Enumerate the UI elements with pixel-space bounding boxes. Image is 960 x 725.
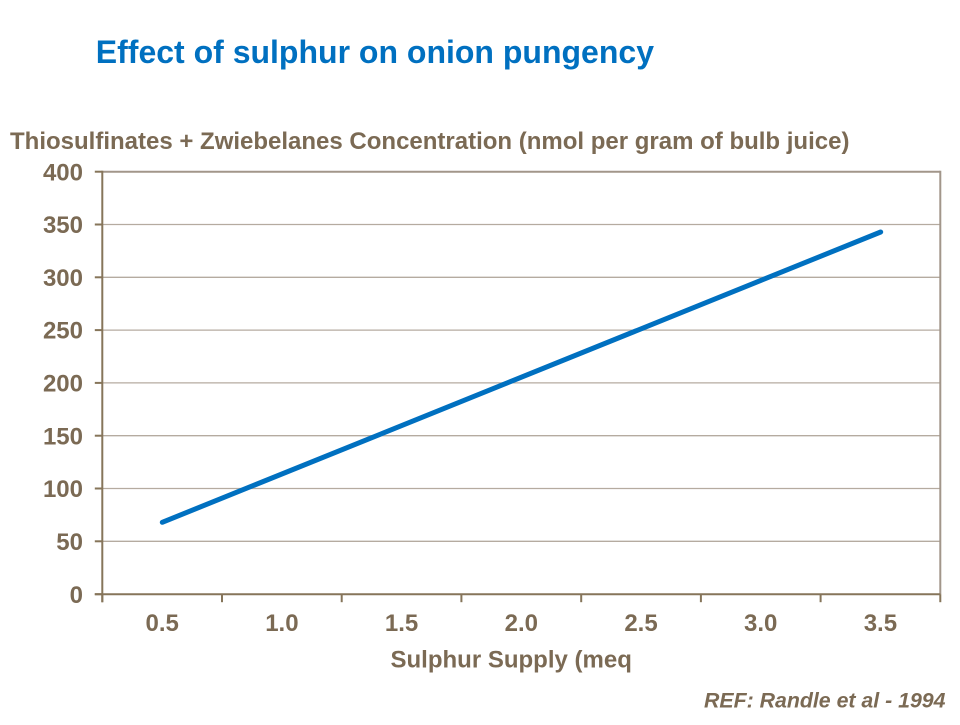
svg-text:3.0: 3.0 [744,610,777,637]
svg-text:0.5: 0.5 [146,610,179,637]
svg-text:100: 100 [43,476,83,503]
svg-text:Thiosulfinates + Zwiebelanes C: Thiosulfinates + Zwiebelanes Concentrati… [10,128,849,155]
svg-text:2.5: 2.5 [624,610,657,637]
svg-text:REF: Randle et al - 1994: REF: Randle et al - 1994 [704,688,946,712]
svg-text:0: 0 [70,582,83,609]
svg-text:2.0: 2.0 [505,610,538,637]
svg-text:150: 150 [43,423,83,450]
svg-text:1.5: 1.5 [385,610,418,637]
svg-text:350: 350 [43,212,83,239]
svg-text:1.0: 1.0 [265,610,298,637]
svg-text:250: 250 [43,318,83,345]
svg-text:Effect of sulphur on onion pun: Effect of sulphur on onion pungency [96,34,654,70]
svg-text:3.5: 3.5 [864,610,897,637]
svg-text:50: 50 [56,529,83,556]
svg-text:Sulphur Supply (meq: Sulphur Supply (meq [391,647,632,674]
svg-text:200: 200 [43,371,83,398]
svg-text:300: 300 [43,265,83,292]
svg-text:400: 400 [43,159,83,186]
